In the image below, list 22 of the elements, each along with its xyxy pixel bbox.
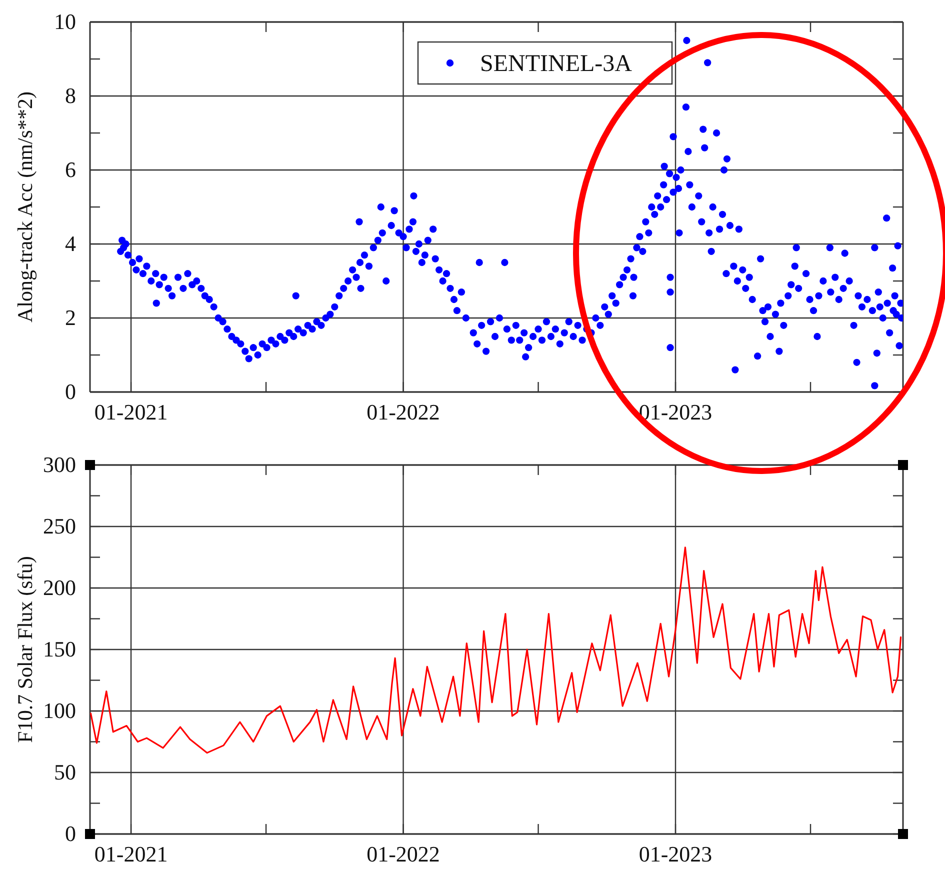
x-tick-label: 01-2023 (638, 842, 712, 867)
y-tick-label: 4 (65, 231, 76, 256)
y-tick-label: 300 (43, 452, 76, 478)
y-tick-label: 6 (65, 157, 76, 182)
x-tick-label: 01-2022 (366, 400, 440, 425)
y-tick-label: 2 (65, 305, 76, 330)
y-tick-label: 0 (65, 821, 76, 846)
y-tick-label: 200 (43, 575, 76, 600)
y-tick-label: 0 (65, 379, 76, 404)
y-tick-label: 10 (54, 9, 76, 34)
y-tick-label: 8 (65, 83, 76, 108)
x-tick-label: 01-2021 (94, 400, 168, 425)
x-tick-label: 01-2022 (366, 842, 440, 867)
y-tick-label: 250 (43, 514, 76, 539)
y-axis-title: F10.7 Solar Flux (sfu) (13, 556, 37, 743)
y-tick-label: 50 (54, 760, 76, 785)
legend-label: SENTINEL-3A (480, 51, 633, 77)
y-axis-title: Along-track Acc (nm/s**2) (13, 92, 37, 322)
y-tick-label: 150 (43, 636, 76, 662)
x-tick-label: 01-2023 (638, 400, 712, 425)
y-tick-label: 100 (43, 698, 76, 724)
x-tick-label: 01-2021 (94, 842, 168, 867)
